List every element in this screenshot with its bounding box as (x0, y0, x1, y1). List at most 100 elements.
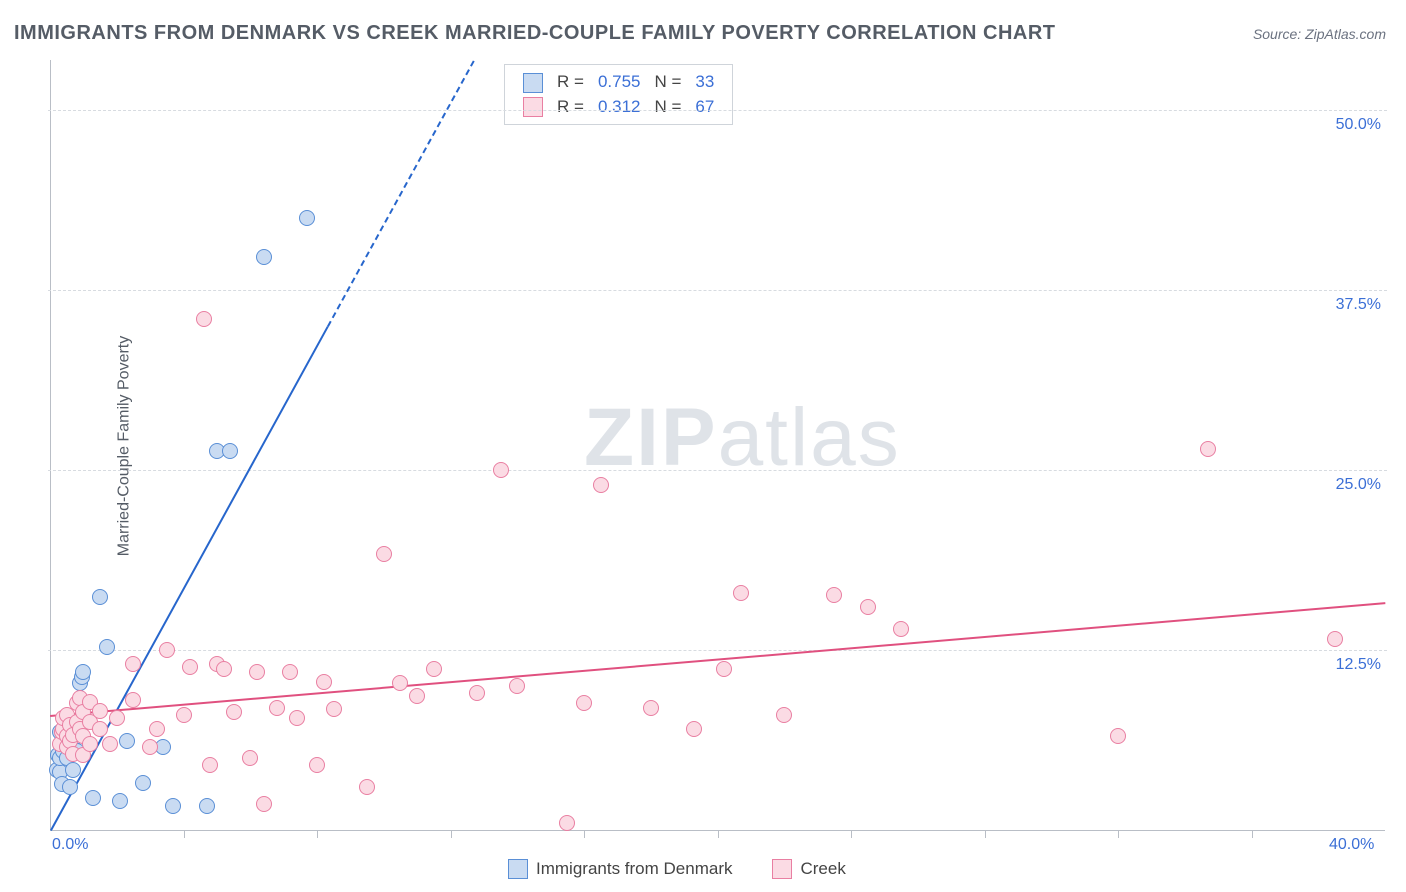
data-point (202, 757, 218, 773)
source-label: Source: ZipAtlas.com (1253, 26, 1386, 42)
data-point (92, 589, 108, 605)
plot-area: ZIPatlas R =0.755N =33R =0.312N =67 12.5… (50, 60, 1385, 830)
series-legend: Immigrants from Denmark Creek (508, 858, 886, 879)
x-minor-tick (184, 830, 185, 838)
y-tick-label: 50.0% (1323, 116, 1381, 134)
x-minor-tick (1252, 830, 1253, 838)
gridline (48, 650, 1387, 651)
data-point (559, 815, 575, 831)
data-point (282, 664, 298, 680)
data-point (199, 798, 215, 814)
x-minor-tick (584, 830, 585, 838)
y-tick-label: 12.5% (1323, 656, 1381, 674)
legend-series-label: Creek (800, 859, 845, 878)
x-tick-left: 0.0% (52, 836, 88, 854)
data-point (125, 656, 141, 672)
data-point (426, 661, 442, 677)
trend-line (50, 602, 1385, 717)
correlation-legend: R =0.755N =33R =0.312N =67 (504, 64, 733, 125)
legend-n-label: N = (648, 71, 687, 94)
data-point (226, 704, 242, 720)
data-point (1327, 631, 1343, 647)
data-point (576, 695, 592, 711)
legend-row: R =0.755N =33 (517, 71, 720, 94)
data-point (1200, 441, 1216, 457)
data-point (165, 798, 181, 814)
data-point (249, 664, 265, 680)
data-point (376, 546, 392, 562)
data-point (109, 710, 125, 726)
legend-r-value: 0.755 (592, 71, 647, 94)
data-point (102, 736, 118, 752)
data-point (326, 701, 342, 717)
data-point (216, 661, 232, 677)
legend-swatch (772, 859, 792, 879)
data-point (826, 587, 842, 603)
data-point (409, 688, 425, 704)
data-point (135, 775, 151, 791)
data-point (316, 674, 332, 690)
data-point (65, 762, 81, 778)
chart-title: IMMIGRANTS FROM DENMARK VS CREEK MARRIED… (14, 22, 1056, 45)
data-point (256, 249, 272, 265)
legend-r-label: R = (551, 71, 590, 94)
x-tick-right: 40.0% (1329, 836, 1383, 854)
data-point (359, 779, 375, 795)
x-minor-tick (985, 830, 986, 838)
data-point (196, 311, 212, 327)
data-point (686, 721, 702, 737)
x-minor-tick (317, 830, 318, 838)
legend-r-label: R = (551, 96, 590, 119)
data-point (509, 678, 525, 694)
data-point (99, 639, 115, 655)
legend-row: R =0.312N =67 (517, 96, 720, 119)
data-point (392, 675, 408, 691)
trend-line (327, 60, 475, 327)
legend-swatch (523, 97, 543, 117)
trend-line (50, 326, 329, 831)
y-tick-label: 25.0% (1323, 476, 1381, 494)
x-minor-tick (851, 830, 852, 838)
data-point (1110, 728, 1126, 744)
data-point (62, 779, 78, 795)
legend-series-label: Immigrants from Denmark (536, 859, 732, 878)
gridline (48, 110, 1387, 111)
data-point (92, 721, 108, 737)
x-minor-tick (718, 830, 719, 838)
data-point (242, 750, 258, 766)
legend-swatch (523, 73, 543, 93)
data-point (860, 599, 876, 615)
legend-n-label: N = (648, 96, 687, 119)
data-point (776, 707, 792, 723)
gridline (48, 290, 1387, 291)
data-point (469, 685, 485, 701)
legend-n-value: 33 (689, 71, 720, 94)
legend-swatch (508, 859, 528, 879)
data-point (299, 210, 315, 226)
data-point (269, 700, 285, 716)
data-point (256, 796, 272, 812)
data-point (85, 790, 101, 806)
data-point (289, 710, 305, 726)
data-point (176, 707, 192, 723)
data-point (309, 757, 325, 773)
data-point (893, 621, 909, 637)
data-point (733, 585, 749, 601)
data-point (493, 462, 509, 478)
legend-n-value: 67 (689, 96, 720, 119)
y-tick-label: 37.5% (1323, 296, 1381, 314)
data-point (643, 700, 659, 716)
data-point (82, 736, 98, 752)
data-point (119, 733, 135, 749)
data-point (222, 443, 238, 459)
data-point (125, 692, 141, 708)
x-minor-tick (451, 830, 452, 838)
data-point (112, 793, 128, 809)
legend-r-value: 0.312 (592, 96, 647, 119)
data-point (75, 664, 91, 680)
data-point (92, 703, 108, 719)
data-point (716, 661, 732, 677)
data-point (159, 642, 175, 658)
data-point (149, 721, 165, 737)
data-point (142, 739, 158, 755)
